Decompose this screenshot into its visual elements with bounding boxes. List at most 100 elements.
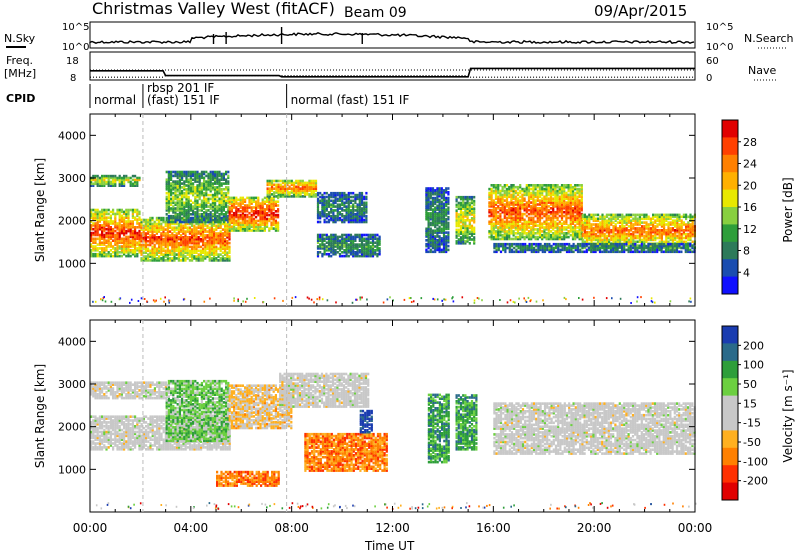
data-cell bbox=[208, 257, 211, 260]
data-cell bbox=[237, 225, 240, 228]
data-cell bbox=[442, 233, 446, 236]
data-cell bbox=[186, 251, 189, 254]
data-cell bbox=[180, 236, 183, 239]
data-cell bbox=[174, 182, 177, 185]
data-cell bbox=[459, 220, 463, 224]
data-cell bbox=[192, 218, 195, 222]
data-cell bbox=[567, 230, 570, 233]
data-cell bbox=[259, 223, 262, 226]
data-cell bbox=[327, 203, 331, 206]
data-cell bbox=[447, 239, 450, 242]
data-cell bbox=[203, 193, 206, 197]
data-cell bbox=[457, 219, 460, 222]
data-cell bbox=[457, 238, 460, 241]
data-cell bbox=[101, 218, 104, 221]
data-cell bbox=[257, 200, 260, 203]
data-cell bbox=[94, 231, 97, 235]
data-cell bbox=[230, 196, 233, 200]
data-cell bbox=[149, 216, 152, 220]
data-cell bbox=[341, 209, 344, 212]
data-cell bbox=[237, 210, 240, 213]
data-cell bbox=[241, 217, 244, 221]
data-cell bbox=[103, 220, 106, 223]
data-cell bbox=[191, 247, 194, 251]
data-cell bbox=[181, 205, 184, 208]
data-cell bbox=[316, 220, 320, 224]
data-cell bbox=[576, 226, 579, 229]
data-cell bbox=[319, 213, 322, 216]
data-cell bbox=[494, 189, 498, 193]
data-cell bbox=[166, 230, 169, 233]
data-cell bbox=[103, 249, 106, 252]
data-cell bbox=[228, 211, 231, 215]
data-cell bbox=[499, 222, 502, 225]
data-cell bbox=[213, 222, 216, 226]
data-cell bbox=[473, 220, 476, 224]
data-cell bbox=[188, 259, 191, 262]
data-cell bbox=[434, 248, 437, 252]
data-cell bbox=[218, 218, 221, 222]
data-cell bbox=[105, 254, 108, 258]
data-cell bbox=[349, 243, 353, 246]
data-cell bbox=[176, 180, 179, 183]
data-cell bbox=[530, 205, 533, 208]
data-cell bbox=[158, 251, 161, 254]
data-cell bbox=[378, 251, 381, 254]
data-cell bbox=[172, 216, 175, 220]
data-cell bbox=[147, 253, 150, 256]
data-cell bbox=[175, 228, 178, 231]
data-cell bbox=[203, 182, 206, 185]
data-cell bbox=[431, 235, 435, 238]
data-cell bbox=[103, 229, 106, 233]
data-cell bbox=[363, 203, 366, 206]
data-cell bbox=[162, 230, 165, 233]
data-cell bbox=[349, 199, 353, 203]
data-cell bbox=[96, 208, 99, 212]
data-cell bbox=[503, 203, 506, 206]
data-cell bbox=[347, 233, 350, 237]
data-cell bbox=[530, 184, 533, 187]
data-cell bbox=[323, 252, 326, 256]
data-cell bbox=[270, 179, 274, 183]
data-cell bbox=[497, 210, 500, 214]
data-cell bbox=[131, 235, 134, 239]
data-cell bbox=[445, 191, 448, 194]
data-cell bbox=[162, 249, 165, 253]
data-cell bbox=[503, 212, 506, 216]
data-cell bbox=[144, 249, 147, 253]
data-cell bbox=[338, 254, 342, 258]
data-cell bbox=[316, 191, 320, 195]
data-cell bbox=[250, 217, 253, 221]
data-cell bbox=[174, 174, 177, 178]
data-cell bbox=[516, 224, 520, 227]
data-cell bbox=[330, 209, 333, 212]
data-cell bbox=[255, 196, 258, 200]
data-cell bbox=[172, 184, 175, 187]
data-cell bbox=[321, 213, 324, 216]
data-cell bbox=[358, 254, 361, 258]
data-cell bbox=[266, 183, 269, 187]
data-cell bbox=[427, 227, 430, 231]
data-cell bbox=[492, 199, 495, 202]
data-cell bbox=[183, 174, 186, 178]
data-cell bbox=[371, 249, 375, 252]
data-cell bbox=[227, 189, 230, 193]
data-cell bbox=[330, 239, 333, 242]
data-cell bbox=[98, 216, 101, 219]
data-cell bbox=[214, 182, 217, 185]
data-cell bbox=[436, 204, 439, 208]
data-cell bbox=[360, 213, 364, 216]
data-cell bbox=[109, 227, 112, 231]
data-cell bbox=[358, 209, 361, 212]
data-cell bbox=[563, 232, 566, 235]
data-cell bbox=[464, 234, 467, 237]
data-cell bbox=[205, 174, 208, 178]
data-cell bbox=[162, 255, 165, 258]
data-cell bbox=[125, 210, 128, 214]
data-cell bbox=[210, 259, 213, 262]
data-cell bbox=[171, 251, 174, 254]
data-cell bbox=[173, 249, 176, 253]
data-cell bbox=[530, 193, 533, 197]
data-cell bbox=[169, 239, 172, 243]
data-cell bbox=[101, 241, 104, 244]
